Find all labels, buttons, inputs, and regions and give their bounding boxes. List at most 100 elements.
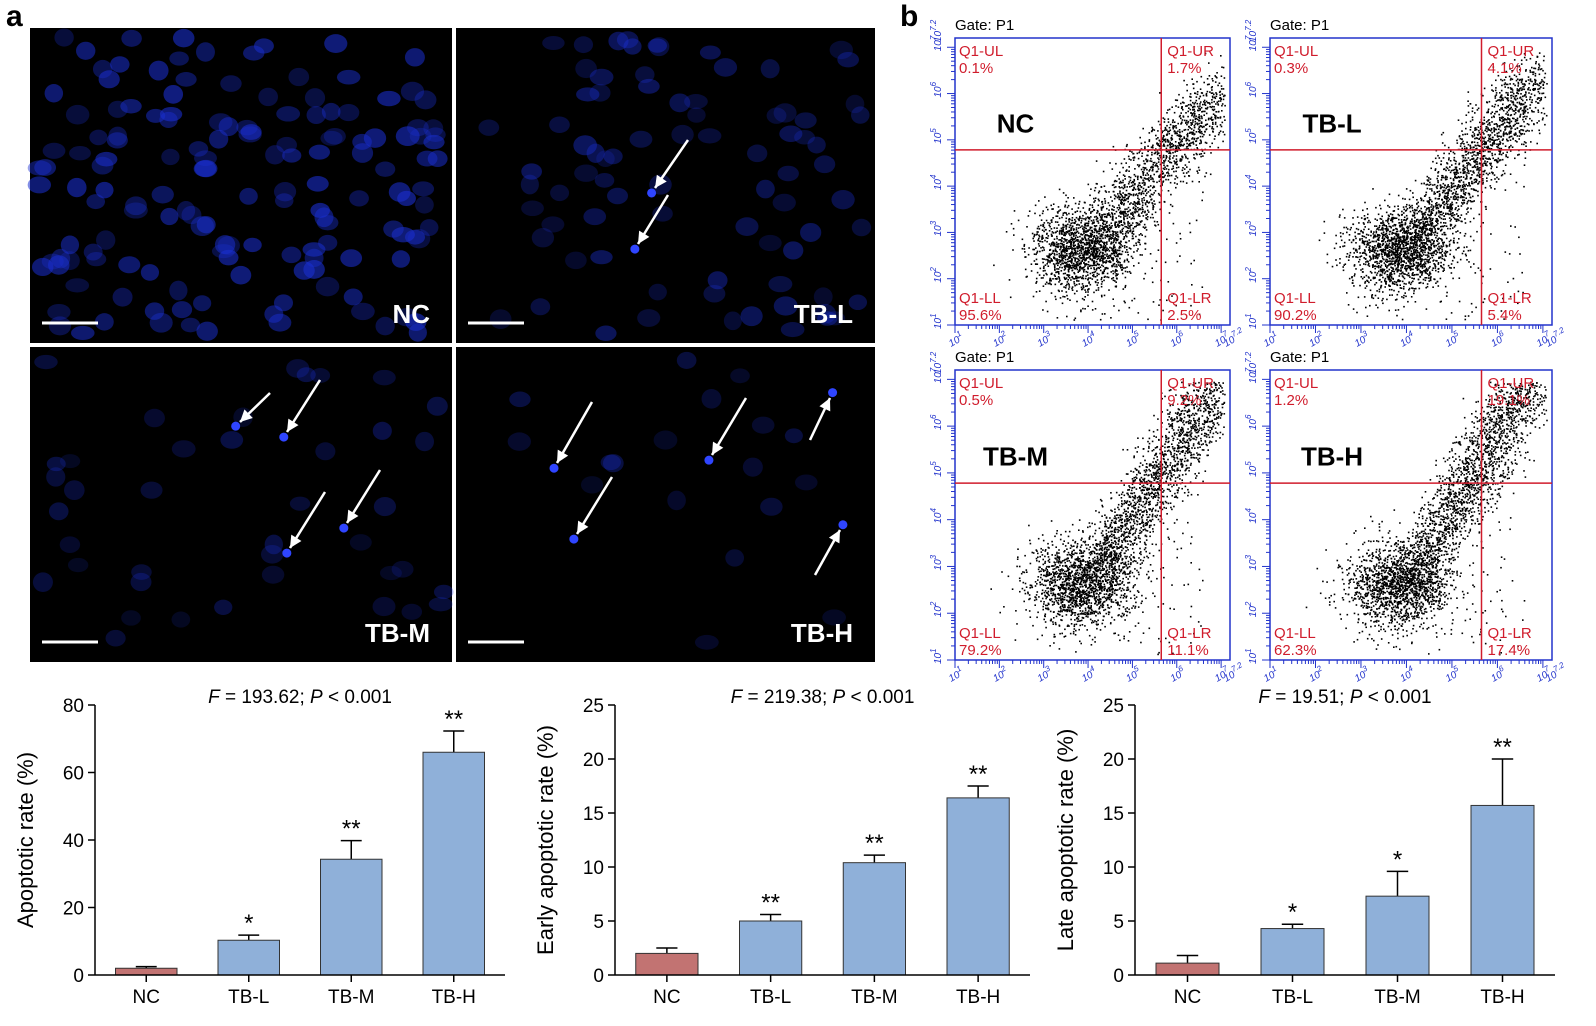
event-dot — [1089, 272, 1092, 275]
event-dot — [1372, 250, 1374, 253]
event-dot — [1162, 145, 1165, 147]
event-dot — [1049, 261, 1051, 264]
event-dot — [1185, 172, 1188, 174]
tick-base: 10 — [991, 334, 1007, 349]
event-dot — [1117, 264, 1120, 266]
event-dot — [1081, 241, 1084, 244]
event-dot — [1346, 292, 1348, 294]
event-dot — [1034, 263, 1037, 265]
event-dot — [1449, 220, 1452, 222]
event-dot — [1175, 167, 1178, 169]
nucleus — [542, 35, 565, 50]
event-dot — [1213, 138, 1216, 140]
event-dot — [1411, 214, 1414, 217]
event-dot — [1104, 246, 1107, 248]
x-tick-label: 105 — [1122, 329, 1143, 350]
event-dot — [1196, 147, 1198, 149]
event-dot — [1182, 96, 1184, 99]
event-dot — [1412, 280, 1414, 283]
event-dot — [1106, 235, 1108, 238]
event-dot — [1123, 237, 1126, 239]
event-dot — [1384, 246, 1386, 248]
nucleus — [71, 325, 95, 341]
event-dot — [1217, 133, 1220, 136]
event-dot — [1065, 247, 1067, 249]
event-dot — [1187, 115, 1189, 118]
event-dot — [1027, 215, 1030, 217]
nucleus — [845, 94, 865, 114]
event-dot — [1052, 256, 1055, 258]
event-dot — [1053, 264, 1056, 266]
event-dot — [1148, 132, 1151, 134]
event-dot — [1450, 263, 1453, 265]
event-dot — [1178, 148, 1181, 150]
event-dot — [1171, 106, 1173, 108]
event-dot — [1424, 251, 1426, 254]
event-dot — [1043, 249, 1045, 251]
event-dot — [1422, 278, 1425, 281]
tick-exponent: 3 — [929, 220, 938, 225]
event-dot — [1423, 264, 1426, 266]
event-dot — [1127, 155, 1130, 158]
event-dot — [1343, 226, 1345, 229]
event-dot — [1175, 127, 1178, 129]
event-dot — [1075, 227, 1078, 229]
event-dot — [1215, 95, 1218, 98]
event-dot — [1126, 259, 1129, 262]
event-dot — [1140, 142, 1143, 145]
event-dot — [1125, 226, 1128, 228]
event-dot — [1127, 206, 1130, 209]
event-dot — [1127, 222, 1129, 224]
event-dot — [1130, 255, 1133, 258]
event-dot — [1421, 217, 1424, 219]
event-dot — [1218, 82, 1221, 84]
event-dot — [1144, 202, 1147, 204]
event-dot — [1390, 280, 1392, 282]
event-dot — [1410, 242, 1412, 245]
event-dot — [1381, 250, 1383, 253]
event-dot — [1094, 229, 1097, 232]
event-dot — [1192, 143, 1195, 145]
event-dot — [1393, 263, 1395, 265]
event-dot — [1161, 140, 1164, 143]
event-dot — [1542, 59, 1545, 62]
event-dot — [1078, 224, 1081, 226]
event-dot — [1175, 155, 1178, 157]
event-dot — [1060, 270, 1063, 272]
event-dot — [1358, 245, 1361, 247]
event-dot — [1137, 175, 1139, 178]
event-dot — [1181, 169, 1184, 172]
event-dot — [1099, 237, 1101, 240]
event-dot — [1089, 255, 1091, 257]
nucleus — [351, 143, 374, 163]
event-dot — [1056, 259, 1059, 261]
event-dot — [1185, 148, 1187, 150]
event-dot — [1123, 246, 1126, 249]
event-dot — [1074, 211, 1077, 214]
event-dot — [1099, 216, 1102, 218]
event-dot — [1379, 273, 1382, 276]
event-dot — [1073, 265, 1076, 268]
event-dot — [1381, 237, 1384, 239]
event-dot — [1052, 278, 1054, 280]
event-dot — [1191, 112, 1194, 115]
event-dot — [1476, 165, 1479, 168]
event-dot — [1192, 106, 1194, 109]
event-dot — [1063, 238, 1065, 240]
event-dot — [1199, 103, 1201, 105]
event-dot — [1421, 274, 1423, 276]
event-dot — [1412, 259, 1414, 261]
event-dot — [1131, 230, 1134, 233]
event-dot — [1087, 229, 1089, 231]
event-dot — [1056, 237, 1058, 240]
apoptotic-nucleus — [549, 463, 559, 473]
event-dot — [1200, 121, 1203, 123]
event-dot — [1414, 243, 1417, 246]
event-dot — [1164, 159, 1167, 161]
nucleus — [831, 189, 855, 210]
event-dot — [1129, 203, 1131, 205]
event-dot — [1065, 220, 1067, 223]
event-dot — [1415, 242, 1418, 244]
event-dot — [1101, 313, 1104, 315]
event-dot — [1427, 269, 1429, 271]
